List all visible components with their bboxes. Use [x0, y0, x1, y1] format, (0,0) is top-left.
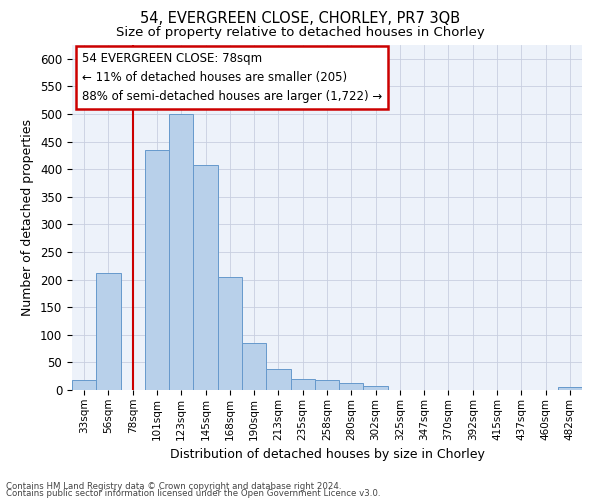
Bar: [193, 165, 218, 390]
Bar: [72, 380, 96, 390]
Bar: [558, 387, 582, 390]
Bar: [96, 273, 121, 390]
Bar: [339, 383, 364, 390]
X-axis label: Distribution of detached houses by size in Chorley: Distribution of detached houses by size …: [170, 448, 484, 461]
Text: Contains public sector information licensed under the Open Government Licence v3: Contains public sector information licen…: [6, 490, 380, 498]
Bar: [266, 369, 290, 390]
Bar: [242, 343, 266, 390]
Bar: [218, 277, 242, 390]
Text: 54 EVERGREEN CLOSE: 78sqm
← 11% of detached houses are smaller (205)
88% of semi: 54 EVERGREEN CLOSE: 78sqm ← 11% of detac…: [82, 52, 382, 103]
Bar: [169, 114, 193, 390]
Text: Size of property relative to detached houses in Chorley: Size of property relative to detached ho…: [116, 26, 484, 39]
Bar: [145, 150, 169, 390]
Text: Contains HM Land Registry data © Crown copyright and database right 2024.: Contains HM Land Registry data © Crown c…: [6, 482, 341, 491]
Text: 54, EVERGREEN CLOSE, CHORLEY, PR7 3QB: 54, EVERGREEN CLOSE, CHORLEY, PR7 3QB: [140, 11, 460, 26]
Bar: [364, 386, 388, 390]
Y-axis label: Number of detached properties: Number of detached properties: [22, 119, 34, 316]
Bar: [315, 380, 339, 390]
Bar: [290, 379, 315, 390]
